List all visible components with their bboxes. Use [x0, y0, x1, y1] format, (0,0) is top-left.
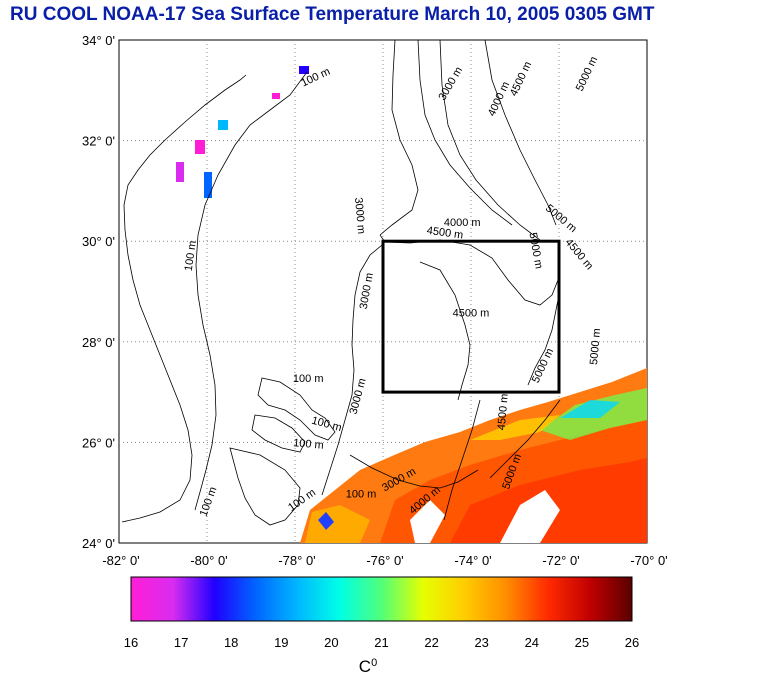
contour-label: 5000 m: [588, 328, 603, 366]
sst-patch-blue-bits: [318, 512, 334, 530]
lat-tick-label: 30° 0': [82, 234, 115, 249]
study-area-box[interactable]: [381, 239, 561, 394]
axis-tick-labels: 34° 0' 32° 0' 30° 0' 28° 0' 26° 0' 24° 0' -82°…: [82, 33, 668, 568]
lon-tick-label: -78° 0': [278, 553, 315, 568]
colorbar-tick-label: 17: [174, 635, 188, 650]
colorbar: [130, 576, 633, 622]
contour-label: 100 m: [293, 373, 324, 385]
contour-5000m-mid: [527, 299, 559, 386]
lon-tick-label: -72° 0': [542, 553, 579, 568]
lon-tick-label: -70° 0': [630, 553, 667, 568]
contour-bahamas-100m-b: [251, 414, 306, 453]
colorbar-tick-label: 20: [324, 635, 338, 650]
contour-bahamas-3000m-south: [349, 454, 479, 489]
contour-bahamas-100m-a: [257, 377, 336, 441]
contour-label: 4500 m: [453, 308, 490, 320]
contour-5000m-south: [489, 399, 561, 479]
colorbar-tick-label: 19: [274, 635, 288, 650]
contour-label: 3000 m: [352, 197, 367, 235]
sst-speck-nc2: [272, 93, 280, 99]
lon-tick-label: -74° 0': [454, 553, 491, 568]
sst-speck-sc2: [195, 140, 205, 154]
colorbar-tick-label: 18: [224, 635, 238, 650]
coastline-southeast-us: [121, 74, 247, 523]
colorbar-tick-label: 16: [124, 635, 138, 650]
colorbar-unit-label: C0: [359, 657, 377, 676]
contour-4500m-mid: [419, 261, 471, 401]
sst-speck-nc1: [299, 66, 309, 74]
page-title: RU COOL NOAA-17 Sea Surface Temperature …: [10, 4, 655, 25]
contour-4000m-north: [417, 40, 513, 226]
contour-label: 4500 m: [426, 225, 464, 242]
colorbar-tick-label: 23: [474, 635, 488, 650]
sst-speck-ga1: [176, 162, 184, 182]
contour-4500m-south: [443, 399, 481, 521]
sst-patch-cyan: [560, 400, 620, 418]
lat-tick-label: 28° 0': [82, 335, 115, 350]
lat-tick-label: 32° 0': [82, 134, 115, 149]
contour-label: 4500 m: [496, 393, 511, 431]
lon-tick-label: -76° 0': [366, 553, 403, 568]
sst-speck-ga2: [204, 172, 212, 198]
contour-label: 100 m: [346, 489, 377, 501]
sst-patch-coastal: [305, 505, 370, 543]
lon-tick-label: -82° 0': [102, 553, 139, 568]
contour-3000m-north: [379, 40, 419, 236]
colorbar-unit-superscript: 0: [371, 657, 377, 669]
colorbar-tick-label: 25: [575, 635, 589, 650]
sst-speck-sc1: [218, 120, 228, 130]
lon-tick-label: -80° 0': [190, 553, 227, 568]
colorbar-tick-label: 22: [424, 635, 438, 650]
colorbar-tick-label: 24: [525, 635, 539, 650]
sst-swath: [176, 66, 647, 543]
colorbar-tick-label: 21: [374, 635, 388, 650]
colorbar-tick-labels: 16 17 18 19 20 21 22 23 24 25 26: [124, 635, 639, 650]
lat-tick-label: 24° 0': [82, 536, 115, 551]
lat-tick-label: 26° 0': [82, 435, 115, 450]
contour-4500m-north: [439, 40, 541, 241]
contour-label: 4000 m: [444, 217, 481, 229]
sst-patch-yellow: [470, 415, 560, 440]
contour-100m-shelf: [194, 71, 308, 511]
colorbar-tick-label: 26: [625, 635, 639, 650]
sst-gap-cloud: [500, 490, 560, 543]
contour-label: 100 m: [293, 437, 325, 452]
sst-gap-cloud-2: [410, 500, 445, 543]
contour-label: 100 m: [183, 240, 199, 272]
contour-5000m-north: [484, 40, 557, 226]
lat-tick-label: 34° 0': [82, 33, 115, 48]
contour-blake-spur-3000m: [321, 244, 383, 496]
contour-bahamas-100m-c: [229, 447, 301, 526]
